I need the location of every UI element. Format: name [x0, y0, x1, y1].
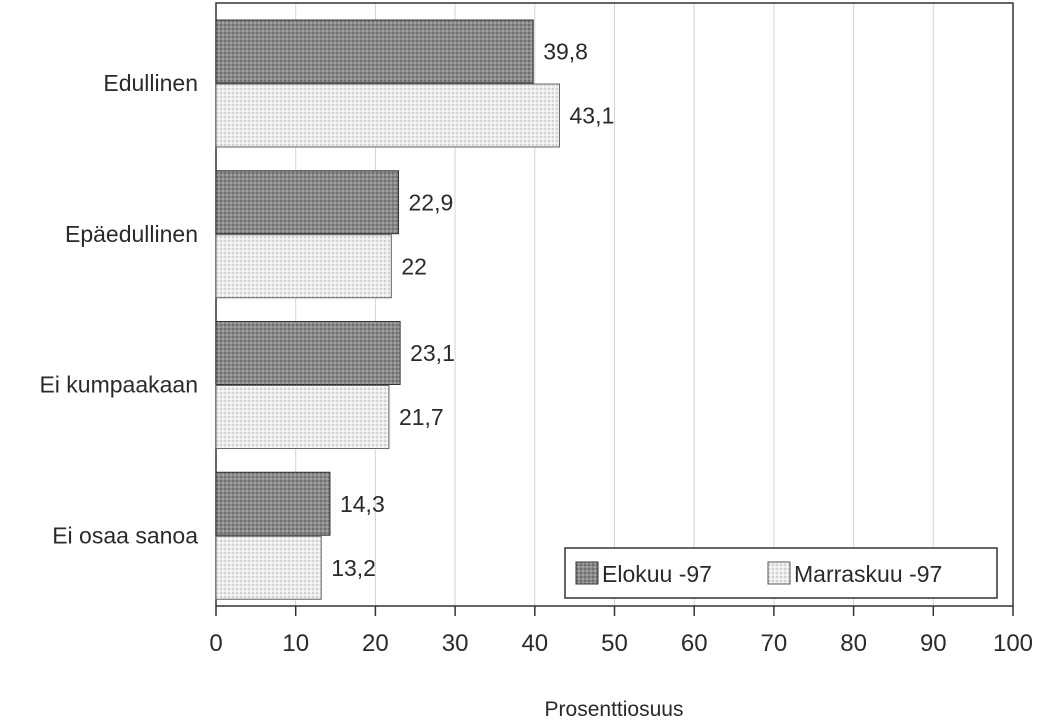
category-labels: Edullinen Epäedullinen Ei kumpaakaan Ei osa… [39, 70, 198, 548]
category-label: Edullinen [103, 70, 198, 96]
value-labels: 39,8 43,1 22,9 22 23,1 21,7 14,3 13,2 [331, 39, 614, 581]
bars [215, 19, 561, 600]
bar-marraskuu [215, 385, 390, 449]
x-tick-label: 100 [993, 630, 1033, 657]
data-label: 14,3 [340, 491, 385, 517]
legend-label-elokuu: Elokuu -97 [602, 561, 712, 587]
x-axis-ticks: 0 10 20 30 40 50 60 70 80 90 100 [209, 606, 1033, 657]
x-tick-label: 90 [920, 630, 947, 657]
bar-marraskuu [215, 535, 322, 600]
x-tick-label: 80 [840, 630, 867, 657]
data-label: 22,9 [409, 189, 454, 215]
bar-elokuu [215, 471, 331, 536]
bar-marraskuu [215, 83, 561, 148]
data-label: 43,1 [570, 103, 615, 129]
x-tick-label: 60 [681, 630, 708, 657]
x-axis-title: Prosenttiosuus [545, 698, 684, 721]
data-label: 23,1 [410, 340, 455, 366]
bar-elokuu [215, 321, 401, 385]
data-label: 39,8 [543, 39, 588, 65]
legend-swatch-marraskuu [767, 561, 791, 585]
bar-elokuu [215, 170, 400, 235]
x-tick-label: 10 [282, 630, 309, 657]
bar-elokuu [215, 19, 534, 84]
data-label: 21,7 [399, 404, 444, 430]
x-tick-label: 40 [521, 630, 548, 657]
category-label: Ei osaa sanoa [52, 522, 198, 548]
x-tick-label: 30 [442, 630, 469, 657]
legend-swatch-elokuu [575, 561, 599, 585]
legend: Elokuu -97 Marraskuu -97 [564, 547, 998, 599]
x-tick-label: 0 [209, 630, 222, 657]
category-label: Ei kumpaakaan [39, 372, 198, 398]
x-tick-label: 50 [601, 630, 628, 657]
legend-label-marraskuu: Marraskuu -97 [794, 561, 942, 587]
data-label: 13,2 [331, 555, 376, 581]
data-label: 22 [401, 253, 427, 279]
x-tick-label: 20 [362, 630, 389, 657]
x-tick-label: 70 [761, 630, 788, 657]
category-label: Epäedullinen [65, 221, 198, 247]
bar-marraskuu [215, 234, 392, 299]
